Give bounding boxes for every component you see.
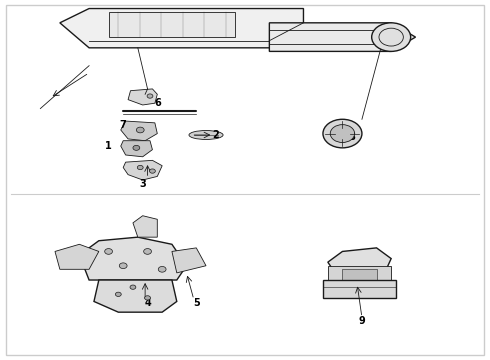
Circle shape bbox=[158, 266, 166, 272]
Polygon shape bbox=[94, 280, 177, 312]
Polygon shape bbox=[123, 160, 162, 180]
Polygon shape bbox=[55, 244, 99, 269]
Circle shape bbox=[372, 23, 411, 51]
Text: 3: 3 bbox=[139, 179, 146, 189]
Circle shape bbox=[119, 263, 127, 269]
Polygon shape bbox=[172, 248, 206, 273]
Circle shape bbox=[137, 165, 143, 170]
Polygon shape bbox=[121, 121, 157, 141]
Circle shape bbox=[323, 119, 362, 148]
Polygon shape bbox=[270, 23, 416, 51]
Text: 8: 8 bbox=[349, 132, 356, 142]
Text: 4: 4 bbox=[144, 298, 151, 308]
Circle shape bbox=[144, 249, 151, 254]
Ellipse shape bbox=[189, 131, 223, 139]
Text: 5: 5 bbox=[193, 298, 199, 308]
Text: 2: 2 bbox=[212, 130, 219, 140]
Text: 9: 9 bbox=[359, 316, 366, 326]
Circle shape bbox=[330, 125, 355, 143]
Circle shape bbox=[130, 285, 136, 289]
Polygon shape bbox=[328, 248, 391, 269]
Text: 1: 1 bbox=[105, 141, 112, 151]
Polygon shape bbox=[121, 141, 152, 157]
Polygon shape bbox=[323, 280, 396, 298]
Circle shape bbox=[105, 249, 113, 254]
Polygon shape bbox=[133, 216, 157, 237]
Polygon shape bbox=[328, 266, 391, 284]
Circle shape bbox=[149, 169, 155, 173]
Polygon shape bbox=[128, 89, 157, 105]
Polygon shape bbox=[60, 9, 303, 48]
Text: 6: 6 bbox=[154, 98, 161, 108]
Text: 7: 7 bbox=[120, 120, 126, 130]
Circle shape bbox=[136, 127, 144, 133]
Circle shape bbox=[147, 94, 153, 98]
Polygon shape bbox=[79, 237, 187, 280]
Circle shape bbox=[145, 296, 150, 300]
Polygon shape bbox=[343, 269, 376, 280]
Circle shape bbox=[116, 292, 121, 296]
Polygon shape bbox=[109, 12, 235, 37]
Circle shape bbox=[133, 145, 140, 150]
